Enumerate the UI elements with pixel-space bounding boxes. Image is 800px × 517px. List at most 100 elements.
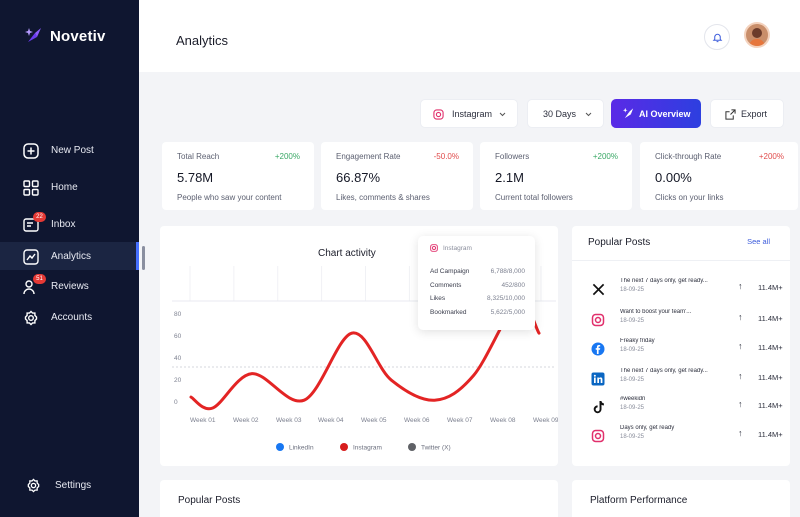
sidebar-item-settings[interactable]: Settings <box>0 471 139 499</box>
gear-icon <box>22 309 39 326</box>
y-tick-label: 80 <box>174 311 182 318</box>
post-date: 18-09-25 <box>620 377 645 383</box>
bell-icon <box>712 33 722 42</box>
date-range-select[interactable]: 30 Days <box>527 99 604 128</box>
x-tick-label: Week 03 <box>276 417 302 424</box>
tooltip-value: 6,788/8,000 <box>490 268 525 275</box>
stat-card-engagement-rate: Engagement Rate -50.0% 66.87% Likes, com… <box>321 142 473 210</box>
activity-line-chart[interactable]: 0 20 40 60 80 Week 01 Week 02 Week 03 Week 04 Wee… <box>160 226 558 466</box>
date-range-value: 30 Days <box>543 109 577 119</box>
sidebar-item-inbox[interactable]: 22 Inbox <box>0 210 139 238</box>
x-tick-label: Week 04 <box>318 417 344 424</box>
tooltip-row: Ad Campaign 6,788/8,000 <box>430 268 525 275</box>
tooltip-row: Bookmarked 5,622/5,000 <box>430 309 525 316</box>
stat-change: +200% <box>274 152 300 161</box>
chart-title: Chart activity <box>318 248 376 259</box>
legend-dot <box>408 443 416 451</box>
chevron-down-icon <box>585 112 592 117</box>
sidebar-item-reviews[interactable]: 51 Reviews <box>0 272 139 300</box>
tooltip-row: Likes 8,325/10,000 <box>430 295 525 302</box>
post-value: 11.4M+ <box>758 283 783 292</box>
post-value: 11.4M+ <box>758 401 783 410</box>
stat-desc: Current total followers <box>495 193 573 202</box>
avatar[interactable] <box>744 22 770 48</box>
sidebar-scroll-indicator[interactable] <box>142 246 145 270</box>
facebook-icon <box>590 341 606 357</box>
post-text: Days only, get ready <box>620 425 675 431</box>
chart-tooltip: Instagram Ad Campaign 6,788/8,000 Comment… <box>418 236 535 330</box>
legend-dot <box>276 443 284 451</box>
analytics-icon <box>22 248 39 265</box>
tooltip-label: Bookmarked <box>430 309 467 316</box>
post-date: 18-09-25 <box>620 347 645 353</box>
ai-overview-button[interactable]: AI Overview <box>611 99 701 128</box>
stat-card-followers: Followers +200% 2.1M Current total follo… <box>480 142 632 210</box>
stat-title: Total Reach <box>177 152 220 161</box>
platform-performance-title: Platform Performance <box>590 495 688 506</box>
stat-card-total-reach: Total Reach +200% 5.78M People who saw y… <box>162 142 314 210</box>
popular-posts-card: Popular Posts See all The next 7 days on… <box>572 226 790 466</box>
see-all-link[interactable]: See all <box>747 237 770 246</box>
stat-desc: Likes, comments & shares <box>336 193 430 202</box>
legend-label: LinkedIn <box>289 445 314 452</box>
user-avatar-icon <box>749 28 765 46</box>
y-tick-label: 0 <box>174 399 178 406</box>
legend-dot <box>340 443 348 451</box>
inbox-icon <box>22 216 39 233</box>
header: Analytics <box>139 0 800 72</box>
sidebar-item-accounts[interactable]: Accounts <box>0 303 139 331</box>
platform-performance-card: Platform Performance <box>572 480 790 517</box>
post-value: 11.4M+ <box>758 430 783 439</box>
x-tick-label: Week 01 <box>190 417 216 424</box>
sidebar-item-label: Home <box>51 182 78 193</box>
logo[interactable]: Novetiv <box>24 26 106 46</box>
legend-label: Twitter (X) <box>421 445 451 452</box>
sidebar-item-analytics[interactable]: Analytics <box>0 242 139 270</box>
y-tick-label: 40 <box>174 355 182 362</box>
post-row[interactable]: The next 7 days only, get ready... 18-09-… <box>586 278 786 298</box>
post-row[interactable]: Days only, get ready 18-09-25 ↑ 11.4M+ <box>586 425 786 445</box>
arrow-up-icon: ↑ <box>738 428 743 438</box>
instagram-series-line <box>189 301 541 411</box>
platform-select[interactable]: Instagram <box>420 99 518 128</box>
sidebar-item-new-post[interactable]: New Post <box>0 136 139 164</box>
stat-change: +200% <box>592 152 618 161</box>
post-row[interactable]: Want to boost your team'... 18-09-25 ↑ 11.4… <box>586 309 786 329</box>
export-button[interactable]: Export <box>710 99 784 128</box>
post-date: 18-09-25 <box>620 287 645 293</box>
stat-desc: Clicks on your links <box>655 193 724 202</box>
users-icon <box>22 278 39 295</box>
post-row[interactable]: The next 7 days only, get ready... 18-09-… <box>586 368 786 388</box>
post-value: 11.4M+ <box>758 373 783 382</box>
stat-card-click-through-rate: Click-through Rate +200% 0.00% Clicks on… <box>640 142 798 210</box>
notifications-button[interactable] <box>704 24 730 50</box>
reviews-badge: 51 <box>33 274 46 284</box>
settings-icon <box>25 477 42 494</box>
x-tick-label: Week 02 <box>233 417 259 424</box>
sidebar-item-label: Analytics <box>51 251 92 262</box>
post-row[interactable]: #weekidn 18-09-25 ↑ 11.4M+ <box>586 396 786 416</box>
tooltip-platform: Instagram <box>443 244 472 252</box>
post-text: Want to boost your team'... <box>620 309 692 315</box>
arrow-up-icon: ↑ <box>738 281 743 291</box>
stat-value: 66.87% <box>336 170 381 185</box>
x-tick-label: Week 06 <box>404 417 430 424</box>
x-tick-label: Week 09 <box>533 417 558 424</box>
sidebar-item-label: Accounts <box>51 312 93 323</box>
stat-title: Followers <box>495 152 530 161</box>
tooltip-header: Instagram <box>430 244 472 252</box>
linkedin-icon <box>590 371 606 387</box>
export-icon <box>725 109 736 120</box>
sidebar-item-home[interactable]: Home <box>0 173 139 201</box>
sidebar-item-label: Reviews <box>51 281 89 292</box>
logo-text: Novetiv <box>50 27 106 45</box>
export-label: Export <box>741 109 768 119</box>
stat-value: 2.1M <box>495 170 524 185</box>
tooltip-value: 8,325/10,000 <box>487 295 525 302</box>
page-title: Analytics <box>176 33 229 48</box>
x-tick-label: Week 05 <box>361 417 387 424</box>
y-tick-label: 20 <box>174 377 182 384</box>
arrow-up-icon: ↑ <box>738 312 743 322</box>
sidebar-item-label: Inbox <box>51 219 76 230</box>
post-row[interactable]: Freaky friday 18-09-25 ↑ 11.4M+ <box>586 338 786 358</box>
